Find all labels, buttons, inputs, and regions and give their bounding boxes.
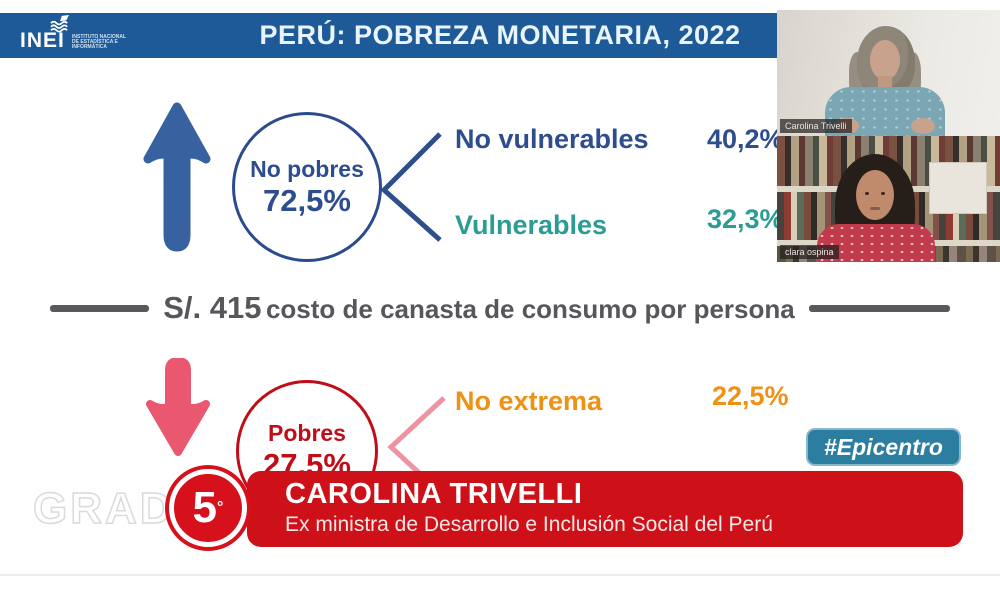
video-feed-clara: clara ospina: [777, 136, 1000, 262]
non-poor-value: 72,5%: [263, 182, 351, 218]
poor-label: Pobres: [268, 419, 346, 446]
vulnerable-value: 32,3%: [707, 204, 784, 234]
participant-name-tag: Carolina Trivelli: [780, 119, 852, 133]
non-poor-bracket: [380, 132, 442, 242]
inei-logo-text: INEI: [20, 29, 65, 52]
person-face: [870, 40, 900, 80]
channel-5-logo: 5 °: [169, 469, 247, 547]
basket-description: costo de canasta de consumo por persona: [265, 294, 795, 324]
basket-amount: S/. 415: [163, 290, 262, 325]
speaker-role: Ex ministra de Desarrollo e Inclusión So…: [285, 513, 773, 536]
inei-logo-subtitle: INSTITUTO NACIONAL DE ESTADÍSTICA E INFO…: [72, 34, 126, 50]
non-poor-label: No pobres: [250, 155, 364, 182]
person-hand: [911, 118, 935, 134]
non-vulnerable-value: 40,2%: [707, 124, 784, 154]
non-extreme-value: 22,5%: [712, 381, 789, 411]
non-extreme-label: No extrema: [455, 386, 603, 416]
bottom-divider-line: [0, 574, 1000, 576]
person-neck: [878, 76, 892, 89]
increase-arrow-icon: [143, 102, 211, 252]
person-mouth: [870, 207, 880, 210]
video-feed-carolina: Carolina Trivelli: [777, 10, 1000, 136]
lower-third-banner: CAROLINA TRIVELLI Ex ministra de Desarro…: [247, 471, 963, 547]
divider-line-right: [808, 304, 950, 312]
vulnerable-label: Vulnerables: [455, 210, 608, 240]
basket-cost-divider: S/. 415 costo de canasta de consumo por …: [0, 290, 1000, 326]
person-eye: [865, 192, 869, 195]
participant-name-tag: clara ospina: [780, 245, 839, 259]
channel-number: 5: [192, 483, 218, 532]
page-title: PERÚ: POBREZA MONETARIA, 2022: [259, 20, 741, 50]
non-vulnerable-label: No vulnerables: [455, 124, 649, 154]
speaker-name: CAROLINA TRIVELLI: [285, 478, 583, 510]
non-poor-circle: No pobres 72,5%: [232, 112, 382, 262]
inei-wave-icon: [50, 15, 69, 33]
inei-logo: INEI INSTITUTO NACIONAL DE ESTADÍSTICA E…: [16, 14, 146, 57]
degree-symbol: °: [217, 499, 224, 516]
basket-cost-text: S/. 415 costo de canasta de consumo por …: [163, 290, 795, 326]
person-eye: [881, 192, 885, 195]
wall-art: [929, 162, 987, 214]
decrease-arrow-icon: [146, 358, 210, 456]
divider-line-left: [50, 304, 150, 312]
video-call-overlay: Carolina Trivelli clara ospina: [777, 10, 1000, 262]
person-face: [856, 170, 894, 220]
hashtag-badge: #Epicentro: [806, 428, 961, 466]
